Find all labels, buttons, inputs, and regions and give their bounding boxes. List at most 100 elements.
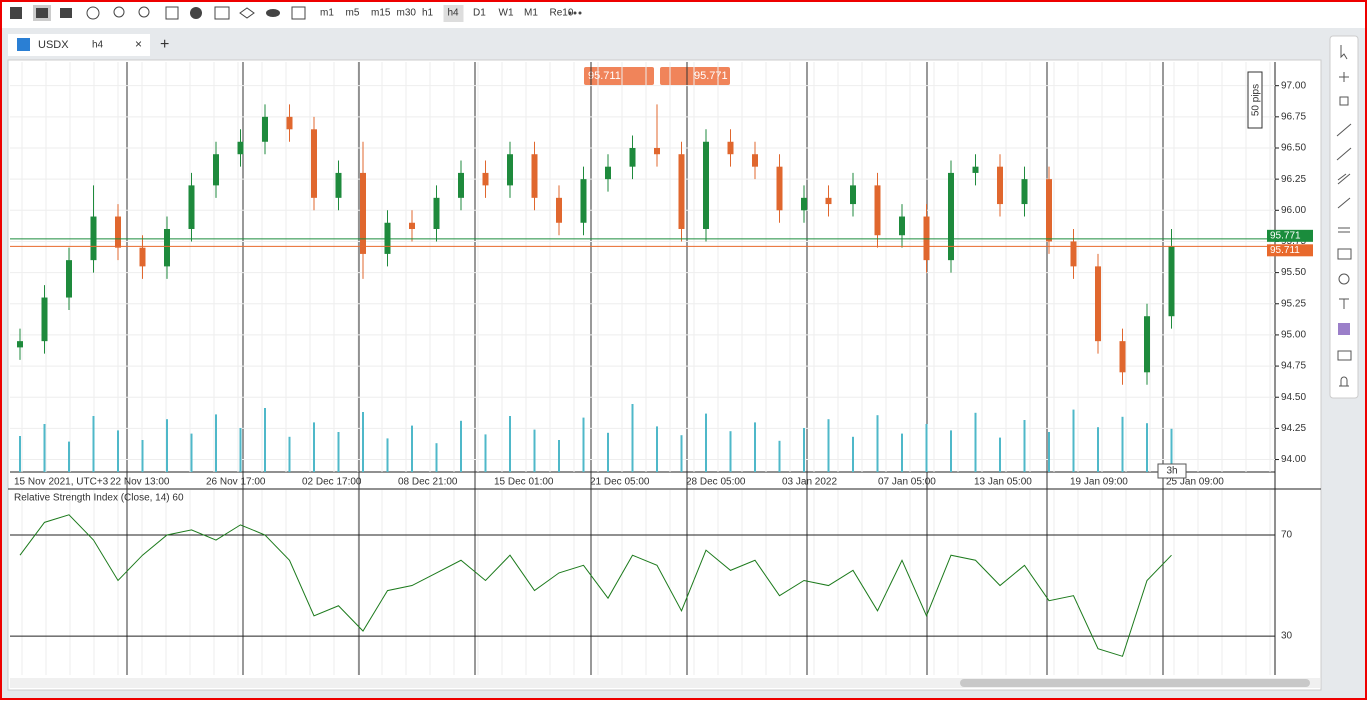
timeframe-button[interactable]: h4	[448, 8, 460, 19]
volume-bar	[778, 440, 781, 472]
volume-bar	[729, 431, 732, 472]
tool[interactable]	[1340, 45, 1348, 60]
tool[interactable]	[1339, 72, 1349, 82]
candle-body	[776, 166, 783, 211]
tool[interactable]	[1337, 248, 1352, 260]
icon[interactable]	[165, 6, 179, 20]
tool[interactable]	[1336, 123, 1352, 137]
volume-bar	[876, 415, 879, 472]
candle-body	[262, 116, 268, 142]
tab-close[interactable]: ×	[135, 37, 142, 51]
candle-body	[1070, 241, 1077, 267]
candle-body	[948, 172, 954, 261]
toolbar-icons	[10, 5, 582, 21]
timeframe-button[interactable]: Re10	[550, 8, 574, 19]
rsi-line	[19, 514, 1172, 657]
candle-body	[605, 166, 611, 180]
timer-box	[1157, 463, 1187, 479]
icon[interactable]	[239, 7, 255, 19]
icon[interactable]	[190, 7, 202, 19]
candle-body	[580, 179, 587, 223]
price-tag-label: 95.711	[1270, 245, 1300, 256]
volume-bar	[215, 414, 217, 472]
tool[interactable]	[1337, 173, 1351, 185]
candle-body	[1095, 266, 1101, 342]
volume-bar	[533, 429, 536, 472]
volume-bar	[460, 420, 462, 472]
tab-timeframe[interactable]: h4	[92, 40, 104, 51]
y-tick-label: 96.50	[1281, 143, 1306, 154]
x-tick-label: 07 Jan 05:00	[878, 477, 936, 488]
tool[interactable]	[1337, 350, 1352, 361]
candle-body	[997, 166, 1003, 205]
timeframe-button[interactable]: M1	[524, 8, 538, 19]
timeframe-button[interactable]: m15	[371, 8, 391, 19]
tab-add[interactable]: +	[160, 36, 169, 53]
indicator-title: Relative Strength Index (Close, 14) 60	[14, 493, 184, 504]
trade-price: 95.771	[694, 70, 728, 82]
icon[interactable]	[60, 8, 72, 18]
candle-body	[311, 129, 317, 198]
tab-icon	[17, 38, 30, 51]
icon[interactable]	[568, 11, 572, 15]
icon[interactable]	[86, 6, 100, 20]
x-tick-label: 13 Jan 05:00	[974, 477, 1032, 488]
candle-body	[188, 185, 195, 229]
scroll-thumb[interactable]	[960, 679, 1310, 687]
icon[interactable]	[113, 6, 125, 18]
timeframe-button[interactable]: D1	[473, 8, 486, 19]
trade-button[interactable]	[584, 67, 654, 85]
y-tick-label: 70	[1281, 530, 1293, 541]
x-tick-label: 21 Dec 05:00	[590, 477, 650, 488]
timeframe-button[interactable]: m30	[397, 8, 417, 19]
price-tag	[1267, 244, 1313, 257]
candle-body	[899, 216, 905, 236]
tool[interactable]	[1339, 376, 1349, 387]
icon[interactable]	[291, 6, 306, 20]
trade-button[interactable]	[660, 67, 730, 85]
x-tick-label: 08 Dec 21:00	[398, 477, 458, 488]
icon[interactable]	[10, 7, 22, 19]
candle-body	[433, 197, 440, 229]
candle-body	[17, 341, 23, 348]
tool[interactable]	[1338, 227, 1350, 233]
tool[interactable]	[1337, 197, 1351, 209]
timeframe-button[interactable]: m5	[346, 8, 360, 19]
volume-bar	[337, 432, 340, 472]
timeframe-button[interactable]: m1	[320, 8, 334, 19]
candle-body	[972, 166, 979, 173]
tool[interactable]	[1338, 273, 1350, 285]
candle-body	[507, 154, 513, 186]
x-tick-label: 15 Nov 2021, UTC+3	[14, 477, 109, 488]
candle-body	[678, 154, 685, 229]
candle-body	[41, 297, 48, 342]
volume-bar	[43, 424, 46, 472]
volume-bar	[190, 433, 193, 472]
tab[interactable]	[8, 34, 150, 56]
candle-body	[115, 216, 121, 248]
candle-body	[139, 247, 146, 267]
icon[interactable]	[266, 9, 280, 17]
timeframe-button[interactable]: W1	[499, 8, 514, 19]
tool[interactable]	[1338, 323, 1350, 335]
scrollbar[interactable]	[10, 678, 1320, 688]
candle-body	[1119, 341, 1126, 373]
volume-bar	[1121, 416, 1124, 472]
volume-bar	[901, 433, 903, 472]
volume-bar	[852, 436, 854, 472]
icon[interactable]	[214, 6, 230, 20]
icon[interactable]	[138, 6, 150, 18]
candle-body	[335, 172, 342, 198]
tool[interactable]	[1339, 96, 1349, 106]
timeframe-button[interactable]: h1	[422, 8, 434, 19]
x-tick-label: 26 Nov 17:00	[206, 477, 266, 488]
candle-body	[164, 228, 170, 267]
tool[interactable]	[1336, 147, 1352, 161]
tool[interactable]	[1339, 298, 1349, 309]
volume-bar	[19, 436, 21, 472]
volume-bar	[950, 430, 952, 472]
volume-bar	[999, 437, 1001, 472]
chart-area	[7, 59, 1322, 691]
candle-body	[1168, 246, 1175, 317]
